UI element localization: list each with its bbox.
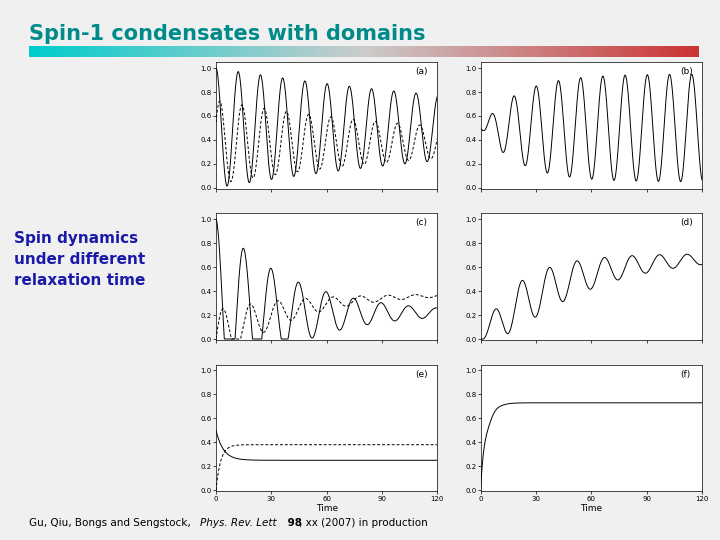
Text: (d): (d) xyxy=(680,218,693,227)
Text: Gu, Qiu, Bongs and Sengstock,: Gu, Qiu, Bongs and Sengstock, xyxy=(29,518,194,528)
Text: (b): (b) xyxy=(680,67,693,76)
Text: (e): (e) xyxy=(415,369,428,379)
Text: (a): (a) xyxy=(415,67,428,76)
Text: Phys. Rev. Lett: Phys. Rev. Lett xyxy=(200,518,276,528)
Text: (f): (f) xyxy=(680,369,690,379)
Text: Spin dynamics
under different
relaxation time: Spin dynamics under different relaxation… xyxy=(14,231,145,288)
Text: , xx (2007) in production: , xx (2007) in production xyxy=(299,518,428,528)
X-axis label: Time: Time xyxy=(315,504,338,514)
Text: (c): (c) xyxy=(415,218,427,227)
Text: Spin-1 condensates with domains: Spin-1 condensates with domains xyxy=(29,24,426,44)
Text: 98: 98 xyxy=(284,518,302,528)
X-axis label: Time: Time xyxy=(580,504,603,514)
